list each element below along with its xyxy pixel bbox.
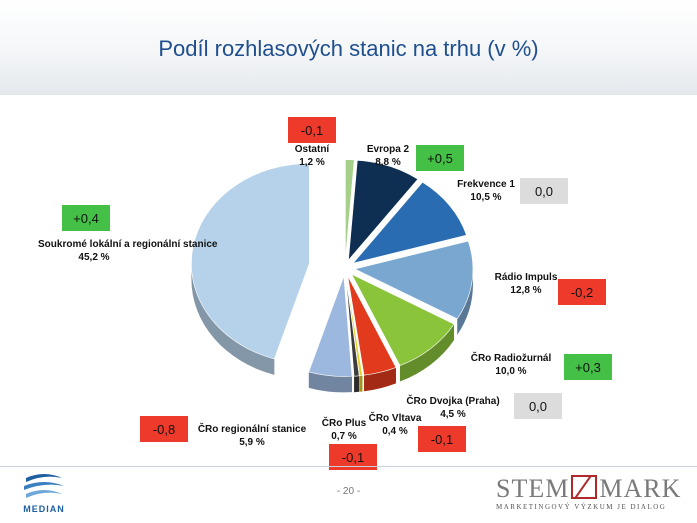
- header-band: [0, 0, 697, 95]
- pie-slice-side: [399, 324, 455, 382]
- pie-slice-0: [345, 159, 355, 260]
- median-logo-icon: [24, 474, 64, 498]
- footer-divider: [0, 466, 697, 467]
- stem-mark-slash-icon: [571, 475, 598, 499]
- pie-slice-9: [191, 163, 310, 360]
- pie-slice-side: [191, 263, 275, 375]
- page-title: Podíl rozhlasových stanic na trhu (v %): [158, 36, 539, 61]
- pie-slice-5: [347, 276, 397, 376]
- slice-label-radiozurnal: ČRo Radiožurnál 10,0 %: [470, 353, 552, 377]
- median-logo-text: MEDIAN: [23, 504, 65, 514]
- change-badge-radio-impuls: -0,2: [558, 279, 606, 305]
- slice-label-dvojka: ČRo Dvojka (Praha) 4,5 %: [406, 396, 500, 420]
- pie-slice-2: [352, 181, 467, 264]
- slice-label-frekvence1: Frekvence 1 10,5 %: [457, 179, 515, 203]
- slice-label-cro-regionalni: ČRo regionální stanice 5,9 %: [197, 424, 307, 448]
- change-badge-frekvence1: 0,0: [520, 178, 568, 204]
- pie-slice-side: [354, 375, 360, 393]
- pie-slice-side: [457, 269, 473, 335]
- pie-slice-1: [348, 160, 419, 261]
- pie-slice-3: [354, 240, 474, 320]
- pie-slice-side: [308, 371, 352, 393]
- change-badge-soukrome: +0,4: [62, 205, 110, 231]
- slice-label-soukrome: Soukromé lokální a regionální stanice 45,…: [38, 239, 218, 263]
- pie-slice-4: [351, 273, 455, 366]
- slice-label-evropa2: Evropa 2 8,8 %: [366, 144, 410, 168]
- change-badge-vltava: -0,1: [418, 426, 466, 452]
- change-badge-dvojka: 0,0: [514, 393, 562, 419]
- slice-label-cro-plus: ČRo Plus 0,7 %: [321, 418, 367, 442]
- change-badge-ostatni: -0,1: [288, 117, 336, 143]
- pie-slice-side: [359, 375, 363, 392]
- slice-label-ostatni: Ostatní 1,2 %: [294, 144, 330, 168]
- change-badge-radiozurnal: +0,3: [564, 354, 612, 380]
- stem-mark-tagline: MARKETINGOVÝ VÝZKUM JE DIALOG: [496, 503, 667, 511]
- page-number: - 20 -: [336, 486, 361, 497]
- pie-slice-7: [345, 276, 360, 377]
- slice-label-vltava: ČRo Vltava 0,4 %: [368, 413, 422, 437]
- pie-slice-side: [364, 367, 396, 392]
- pie-slice-8: [308, 276, 353, 377]
- stem-mark-logo: STEM MARK: [496, 474, 682, 503]
- change-badge-evropa2: +0,5: [416, 145, 464, 171]
- change-badge-cro-regionalni: -0,8: [140, 416, 188, 442]
- pie-slice-6: [345, 276, 363, 377]
- slice-label-radio-impuls: Rádio Impuls 12,8 %: [494, 272, 558, 296]
- change-badge-cro-plus: -0,1: [329, 444, 377, 470]
